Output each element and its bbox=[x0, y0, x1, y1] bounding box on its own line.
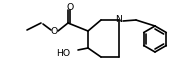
Text: HO: HO bbox=[56, 50, 70, 58]
Text: N: N bbox=[116, 16, 122, 24]
Text: O: O bbox=[50, 27, 58, 37]
Text: O: O bbox=[66, 3, 74, 11]
